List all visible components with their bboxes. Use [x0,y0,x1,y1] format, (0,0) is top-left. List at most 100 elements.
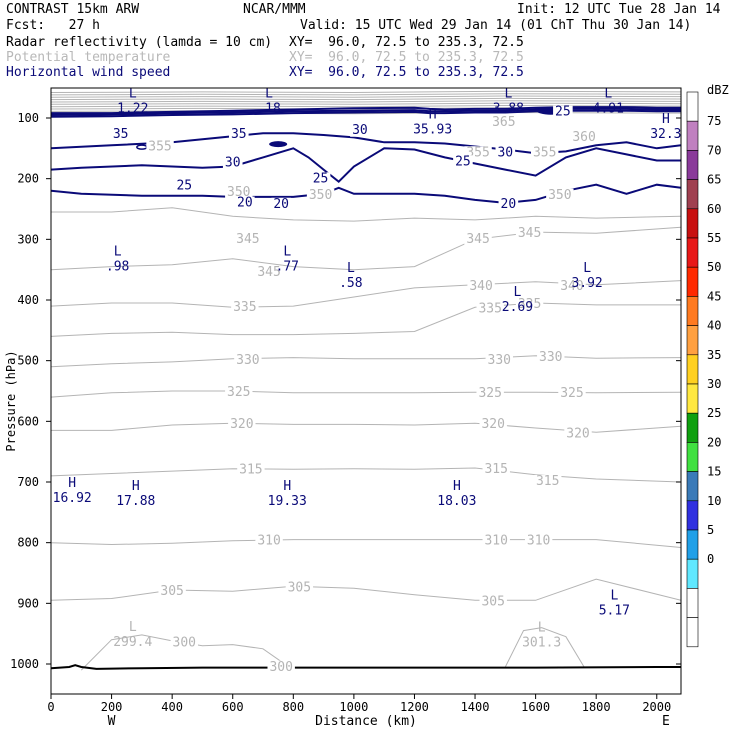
theta-label-bg [476,302,504,316]
colorbar-level-label: 20 [707,435,721,449]
theta-label-bg [482,534,510,548]
theta-label-bg [234,232,262,246]
theta-label-bg [228,418,256,432]
wind-label-bg [110,128,131,142]
theta-label: 305 [288,580,311,595]
extremum-value: 301.3 [522,636,561,651]
y-axis-label: Pressure (hPa) [4,350,18,451]
forecast-hour: Fcst: 27 h [6,18,100,33]
colorbar-swatch [686,208,699,239]
model-name: CONTRAST 15km ARW [6,2,140,17]
colorbar-level-label: 60 [707,202,721,216]
theta-contour [504,627,585,668]
colorbar-swatch [686,471,699,502]
extremum-value: .18 [257,102,280,117]
theta-label: 325 [227,385,250,400]
theta-label: 330 [236,353,259,368]
theta-label: 310 [257,534,280,549]
colorbar-level-label: 70 [707,143,721,157]
extremum-value: 32.3 [650,127,681,142]
theta-label-bg [158,584,186,598]
colorbar-swatch [686,500,699,531]
theta-label-bg [482,462,510,476]
x-tick-label: 0 [47,700,54,714]
theta-label: 325 [560,386,583,401]
theta-label: 315 [239,463,262,478]
x-axis-label: Distance (km) [315,714,417,729]
wind-label: 25 [555,105,571,120]
extremum-marker: H [283,479,291,494]
theta-label-bg [467,279,495,293]
theta-label: 360 [572,130,595,145]
wind-label: 35 [231,127,247,142]
theta-label: 365 [492,115,515,130]
wind-label-bg [495,146,516,160]
colorbar-level-label: 10 [707,494,721,508]
theta-label-bg [558,279,586,293]
theta-label: 310 [484,534,507,549]
x-tick-label: 600 [222,700,244,714]
extremum-marker: H [453,479,461,494]
colorbar-swatch [686,588,699,618]
theta-label-bg [531,146,559,160]
extremum-value: .98 [106,259,129,274]
theta-label-bg [564,427,592,441]
colorbar-swatch [686,529,699,560]
y-tick-label: 800 [17,536,39,550]
theta-label: 300 [269,660,292,675]
theta-label-bg [255,265,283,279]
colorbar-swatch [686,179,699,210]
extremum-marker: H [132,479,140,494]
theta-label: 335 [233,300,256,315]
field-reflectivity: Radar reflectivity (lamda = 10 cm) [6,35,273,50]
wind-contour [51,107,681,116]
wind-contour [51,109,681,118]
theta-contour [51,578,681,601]
theta-label: 355 [148,139,171,154]
theta-label: 345 [236,232,259,247]
theta-contour [51,302,681,337]
theta-label-bg [546,188,574,202]
field-theta-xy: XY= 96.0, 72.5 to 235.3, 72.5 [289,50,524,65]
theta-label: 300 [173,636,196,651]
theta-label-bg [570,131,598,145]
init-time: Init: 12 UTC Tue 28 Jan 14 [517,2,721,17]
theta-label-bg [515,297,544,311]
theta-label: 320 [481,417,504,432]
theta-label: 340 [560,279,583,294]
theta-label: 345 [257,265,280,280]
x-tick-label: 800 [282,700,304,714]
theta-label-bg [225,185,253,199]
wind-label: 20 [237,196,253,211]
theta-label-bg [524,534,553,548]
theta-label-bg [485,353,513,367]
wind-contour [51,147,681,184]
extremum-marker: H [68,476,76,491]
x-tick-label: 2000 [642,700,671,714]
wind-label-bg [271,197,291,211]
theta-label-bg [479,595,507,609]
theta-label: 305 [160,584,183,599]
wind-contour [51,183,681,204]
extremum-value: 4.91 [593,102,624,117]
x-end-label-west: W [108,714,116,729]
wind-label: 20 [273,197,289,212]
theta-label: 340 [469,279,492,294]
theta-contour [51,280,681,308]
wind-label-bg [174,179,195,193]
extremum-value: .58 [339,276,362,291]
extremum-value: 299.4 [113,635,152,650]
theta-label: 350 [227,185,250,200]
wind-label: 35 [113,127,129,142]
colorbar-swatch [686,296,699,326]
theta-band-line [51,90,681,94]
colorbar-title: dBZ [707,83,729,97]
theta-band-line [51,97,681,101]
extremum-marker: L [514,285,522,300]
plot-frame [50,87,682,695]
extremum-marker: L [129,87,137,102]
theta-label: 305 [481,594,504,609]
theta-label-bg [479,418,507,432]
y-tick-label: 600 [17,414,39,428]
